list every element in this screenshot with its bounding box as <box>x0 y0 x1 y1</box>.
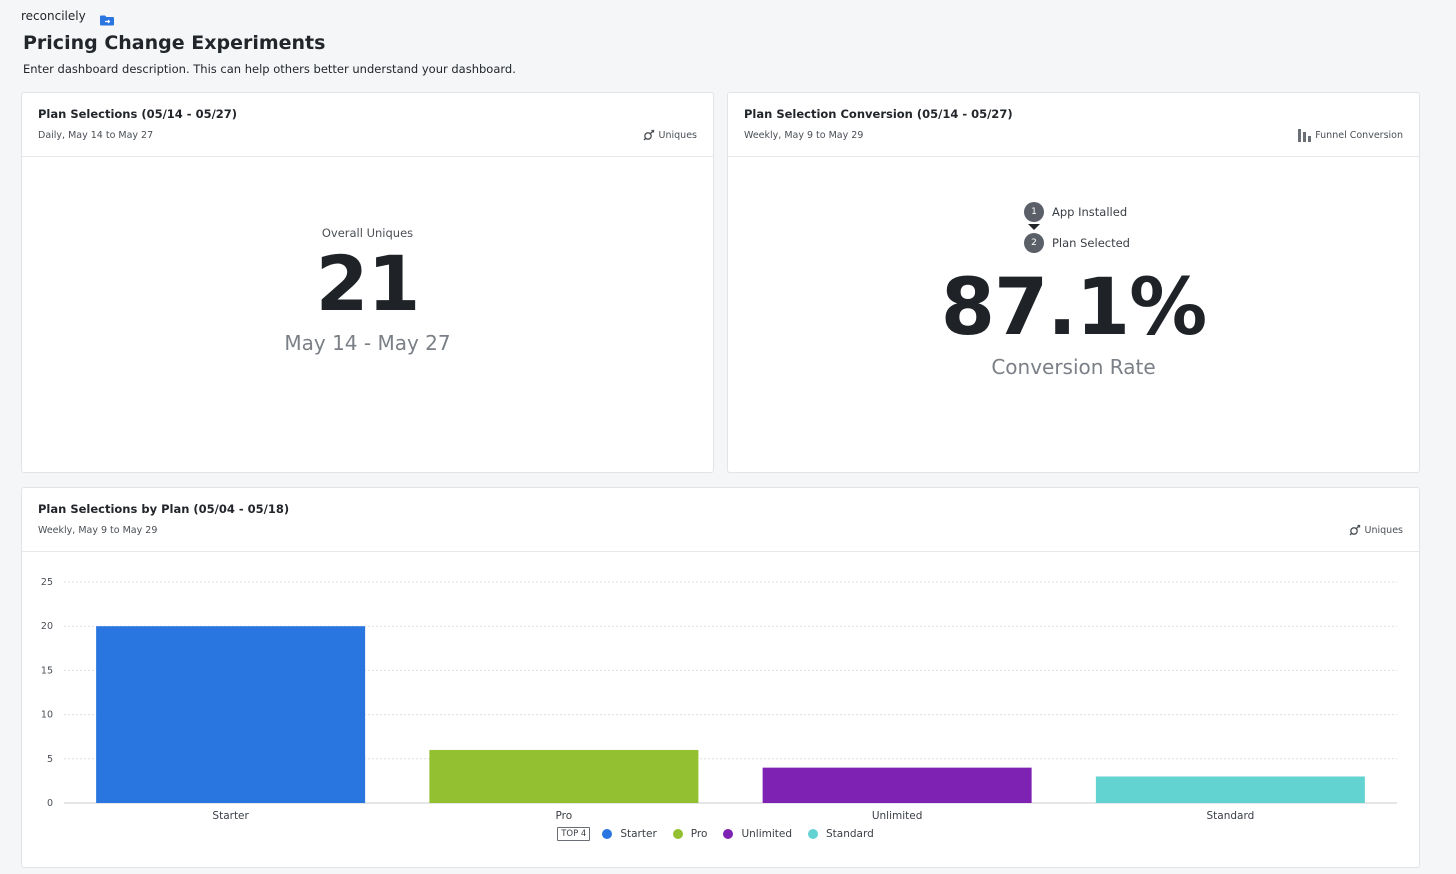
legend-item-standard[interactable]: Standard <box>808 828 874 840</box>
legend-label: Standard <box>826 828 874 840</box>
bar-pro[interactable] <box>429 749 699 803</box>
workspace-name[interactable]: reconcilely <box>21 9 86 23</box>
legend-dot <box>602 829 613 839</box>
top-n-badge[interactable]: TOP 4 <box>557 827 591 841</box>
dashboard-description[interactable]: Enter dashboard description. This can he… <box>23 62 516 76</box>
folder-icon[interactable] <box>99 11 114 25</box>
bar-chart: 0 5 10 15 20 25 Starter Pro Unlimited Standard <box>41 577 1397 822</box>
plan-conversion-card: Plan Selection Conversion (05/14 - 05/27… <box>727 92 1420 473</box>
uniques-icon <box>1349 524 1361 536</box>
card-title[interactable]: Plan Selections by Plan (05/04 - 05/18) <box>38 502 290 516</box>
step-label: App Installed <box>1052 205 1128 219</box>
bar-standard[interactable] <box>1095 776 1365 803</box>
y-tick-label: 10 <box>41 710 53 721</box>
legend-item-pro[interactable]: Pro <box>672 828 708 840</box>
legend-dot <box>808 829 818 839</box>
bar-unlimited[interactable] <box>762 767 1032 803</box>
y-tick-label: 15 <box>41 665 53 676</box>
x-tick-label: Starter <box>212 810 249 822</box>
card-metric-label: Uniques <box>1364 524 1403 536</box>
card-subtitle: Weekly, May 9 to May 29 <box>38 525 158 536</box>
legend-label: Unlimited <box>741 828 792 840</box>
chart-legend: TOP 4 Starter Pro Unlimited Standard <box>22 827 1419 841</box>
y-tick-label: 5 <box>47 754 53 765</box>
step-arrow-icon <box>1028 224 1040 230</box>
dashboard-title[interactable]: Pricing Change Experiments <box>23 32 326 54</box>
step-number: 1 <box>1024 202 1044 222</box>
x-tick-label: Pro <box>556 810 573 822</box>
card-metric-label: Funnel Conversion <box>1315 130 1403 141</box>
plan-selections-by-plan-card: Plan Selections by Plan (05/04 - 05/18) … <box>21 487 1420 868</box>
card-header: Plan Selections by Plan (05/04 - 05/18) … <box>22 488 1419 552</box>
step-number: 2 <box>1024 233 1044 253</box>
card-title[interactable]: Plan Selections (05/14 - 05/27) <box>38 107 238 121</box>
funnel-step: 2 Plan Selected <box>1024 233 1130 253</box>
card-header: Plan Selection Conversion (05/14 - 05/27… <box>728 93 1419 157</box>
conversion-rate-label: Conversion Rate <box>991 355 1156 379</box>
bar-starter[interactable] <box>96 626 366 803</box>
step-label: Plan Selected <box>1052 236 1130 250</box>
funnel-step: 1 App Installed <box>1024 202 1127 222</box>
card-subtitle: Daily, May 14 to May 27 <box>38 130 154 141</box>
card-metric-label: Uniques <box>658 129 697 141</box>
legend-label: Starter <box>620 828 657 840</box>
legend-dot <box>723 829 734 839</box>
overall-uniques-value: 21 <box>315 239 421 328</box>
y-tick-label: 25 <box>41 577 53 588</box>
legend-dot <box>672 829 683 839</box>
y-tick-label: 0 <box>47 798 53 809</box>
conversion-rate-value: 87.1% <box>940 263 1208 353</box>
card-metric: Uniques <box>1349 524 1403 536</box>
top-bar: reconcilely <box>21 8 114 25</box>
y-tick-label: 20 <box>41 621 53 632</box>
date-range: May 14 - May 27 <box>284 331 451 355</box>
legend-label: Pro <box>690 828 708 840</box>
card-metric: Uniques <box>643 129 697 141</box>
plan-selections-card: Plan Selections (05/14 - 05/27) Daily, M… <box>21 92 714 473</box>
legend-item-unlimited[interactable]: Unlimited <box>723 828 792 840</box>
card-title[interactable]: Plan Selection Conversion (05/14 - 05/27… <box>744 107 1013 121</box>
uniques-icon <box>643 129 655 141</box>
overall-uniques-label: Overall Uniques <box>321 226 414 240</box>
card-header: Plan Selections (05/14 - 05/27) Daily, M… <box>22 93 713 157</box>
legend-item-starter[interactable]: Starter <box>602 828 657 840</box>
x-tick-label: Unlimited <box>872 810 923 822</box>
funnel-icon <box>1298 129 1312 142</box>
card-metric: Funnel Conversion <box>1298 129 1403 142</box>
x-tick-label: Standard <box>1206 810 1254 822</box>
card-subtitle: Weekly, May 9 to May 29 <box>744 130 864 141</box>
